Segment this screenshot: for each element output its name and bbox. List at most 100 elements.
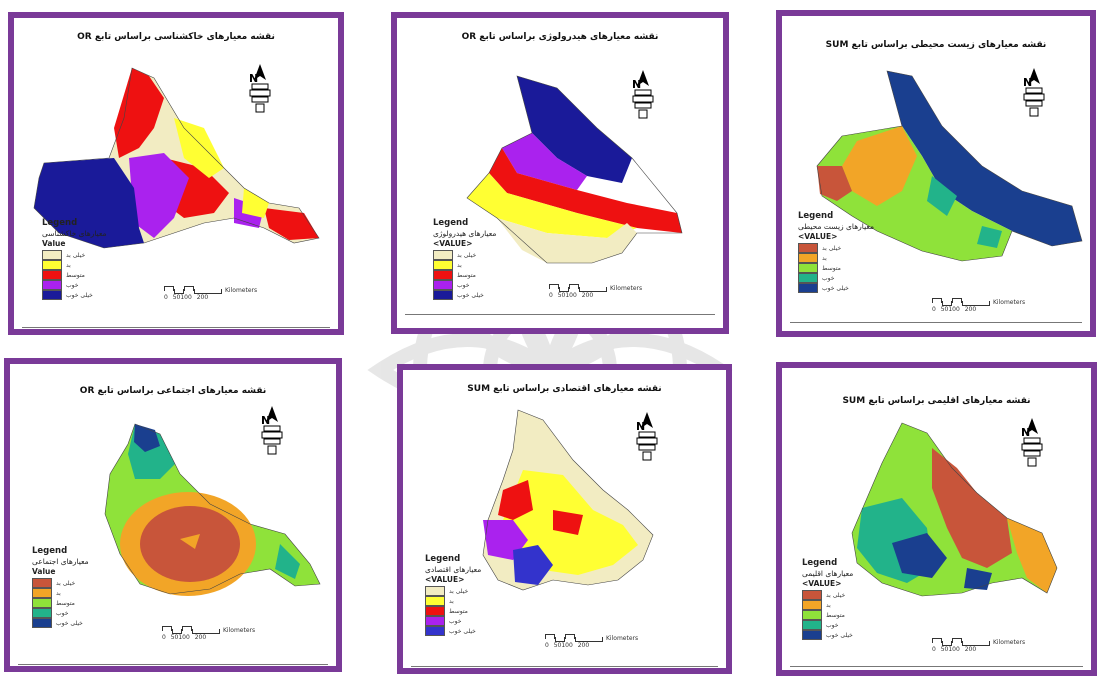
- scale-numbers: 0 50100 200: [549, 292, 594, 299]
- region-outline: [33, 67, 320, 249]
- legend-class-label: خیلی بد: [826, 591, 846, 599]
- legend-class-label: خیلی بد: [449, 587, 469, 595]
- legend-title: معیارهای اقلیمی: [802, 569, 854, 578]
- legend-class-label: خیلی خوب: [826, 631, 853, 639]
- legend-class-label: متوسط: [822, 264, 841, 272]
- map-graphic: [104, 423, 321, 596]
- legend-row: متوسط: [433, 270, 496, 280]
- map-title: نقشه معیارهای اقتصادی براساس تابع SUM: [467, 384, 662, 394]
- legend-row: متوسط: [32, 598, 89, 608]
- legend-heading: Legend: [32, 546, 68, 556]
- north-arrow-icon: N: [632, 70, 654, 119]
- legend-title: معیارهای اجتماعی: [32, 557, 89, 566]
- scale-unit: Kilometers: [606, 635, 639, 642]
- legend-class-label: خیلی خوب: [449, 627, 476, 635]
- legend-class-label: خوب: [449, 617, 462, 625]
- region-bad: [1007, 518, 1057, 593]
- legend: Legend معیارهای اجتماعی Value خیلی بد بد…: [32, 546, 89, 628]
- legend-title: معیارهای اقتصادی: [425, 565, 482, 574]
- legend-row: بد: [425, 596, 481, 606]
- map-graphic: [466, 75, 683, 264]
- legend-row: خوب: [425, 616, 481, 626]
- map-graphic: [851, 422, 1058, 597]
- legend-row: خیلی خوب: [798, 283, 874, 293]
- legend-class-label: بد: [457, 261, 462, 269]
- legend-row: بد: [32, 588, 89, 598]
- legend-row: خوب: [798, 273, 874, 283]
- legend: Legend معیارهای زیست محیطی <VALUE> خیلی …: [798, 211, 874, 293]
- region-fair: [498, 480, 533, 520]
- region-very-poor: [497, 218, 637, 263]
- north-arrow-icon: N: [1023, 68, 1045, 117]
- region-very-good: [517, 76, 632, 183]
- legend-row: خیلی خوب: [425, 626, 481, 636]
- north-label: N: [1023, 76, 1032, 89]
- scale-numbers: 0 50100 200: [545, 642, 590, 649]
- region-fair: [489, 148, 682, 233]
- region-very-good: [513, 545, 553, 585]
- map-panel-environmental: نقشه معیارهای زیست محیطی براساس تابع SUM…: [776, 10, 1096, 337]
- legend-field: Value: [32, 567, 56, 576]
- map-title: نقشه معیارهای اجتماعی براساس تابع OR: [79, 386, 267, 396]
- scale-numbers: 0 50100 200: [932, 646, 977, 653]
- legend-row: متوسط: [425, 606, 481, 616]
- legend-class-label: بد: [66, 261, 71, 269]
- legend-row: خوب: [42, 280, 107, 290]
- legend-heading: Legend: [425, 554, 461, 564]
- scale-unit: Kilometers: [993, 639, 1026, 646]
- legend-row: خیلی بد: [802, 590, 853, 600]
- region-outline: [466, 75, 683, 264]
- legend-class-label: متوسط: [56, 599, 75, 607]
- north-label: N: [632, 78, 641, 91]
- legend-row: متوسط: [802, 610, 853, 620]
- map-title: نقشه معیارهای زیست محیطی براساس تابع SUM: [825, 40, 1047, 50]
- north-arrow-icon: N: [1021, 418, 1043, 467]
- region-bad: [174, 118, 224, 178]
- region-very-good: [887, 71, 1082, 246]
- region-good-2: [977, 226, 1002, 248]
- legend-row: خیلی خوب: [433, 290, 496, 300]
- scale-unit: Kilometers: [225, 287, 258, 294]
- north-label: N: [249, 72, 258, 85]
- legend-row: بد: [42, 260, 107, 270]
- region-bad-2: [180, 534, 200, 549]
- region-good-2: [275, 544, 300, 579]
- legend-row: بد: [802, 600, 853, 610]
- scale-numbers: 0 50100 200: [932, 306, 977, 313]
- legend-class-label: متوسط: [826, 611, 845, 619]
- scale-unit: Kilometers: [223, 627, 256, 634]
- legend-class-label: بد: [826, 601, 831, 609]
- legend-row: خوب: [32, 608, 89, 618]
- region-very-good: [892, 533, 947, 578]
- region-good: [502, 133, 587, 190]
- scale-unit: Kilometers: [610, 285, 643, 292]
- scale-bar-icon: Kilometers 0 50100 200: [164, 286, 257, 301]
- legend-class-label: خیلی بد: [66, 251, 86, 259]
- scale-numbers: 0 50100 200: [162, 634, 207, 641]
- scale-bar-icon: Kilometers 0 50100 200: [162, 626, 255, 641]
- region-outline: [851, 422, 1058, 597]
- north-arrow-icon: N: [249, 64, 271, 113]
- north-label: N: [636, 420, 645, 433]
- map-graphic: [482, 409, 654, 591]
- map-graphic: [33, 67, 320, 249]
- region-outline: [816, 70, 1083, 262]
- region-fair: [114, 68, 164, 158]
- scale-unit: Kilometers: [993, 299, 1026, 306]
- legend-row: خیلی بد: [42, 250, 107, 260]
- legend: Legend معیارهای خاکشناسی Value خیلی بد ب…: [42, 218, 107, 300]
- legend-field: <VALUE>: [802, 579, 842, 588]
- legend-class-label: بد: [822, 254, 827, 262]
- north-arrow-icon: N: [636, 412, 658, 461]
- legend-field: Value: [42, 239, 66, 248]
- legend-heading: Legend: [802, 558, 838, 568]
- map-title: نقشه معیارهای اقلیمی براساس تابع SUM: [842, 396, 1031, 406]
- legend-row: خوب: [433, 280, 496, 290]
- legend: Legend معیارهای اقلیمی <VALUE> خیلی بد ب…: [802, 558, 853, 640]
- region-very-good: [134, 424, 160, 452]
- legend-class-label: خیلی بد: [56, 579, 76, 587]
- legend-row: خوب: [802, 620, 853, 630]
- legend-class-label: خوب: [822, 274, 835, 282]
- map-panel-hydrology: نقشه معیارهای هیدرولوژی براساس تابع OR N…: [391, 12, 729, 334]
- scale-bar-icon: Kilometers 0 50100 200: [932, 638, 1025, 653]
